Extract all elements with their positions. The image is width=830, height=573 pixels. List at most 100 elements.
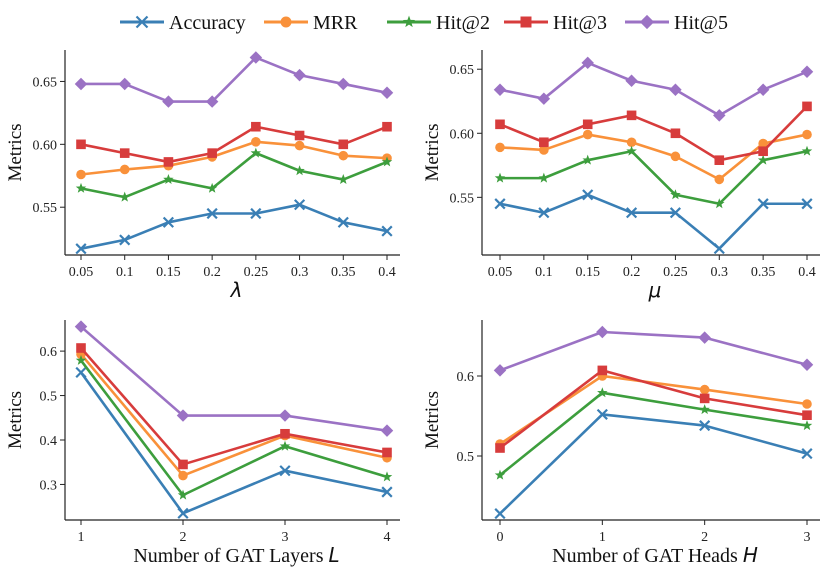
x-axis-label: μ	[648, 278, 662, 302]
data-point	[74, 77, 88, 91]
x-axis-symbol: L	[328, 543, 339, 567]
data-point	[75, 182, 87, 193]
x-tick-label: 0.05	[488, 265, 513, 280]
data-point	[176, 409, 190, 422]
data-point	[381, 486, 393, 498]
data-point	[538, 207, 550, 219]
data-point	[802, 410, 812, 420]
y-tick-label: 0.5	[457, 450, 475, 465]
data-point	[119, 148, 130, 158]
data-point	[626, 110, 637, 121]
data-point	[801, 145, 813, 156]
data-point	[294, 165, 305, 176]
data-point	[74, 320, 88, 333]
series-line	[80, 347, 388, 466]
legend-item-hit3: Hit@3	[504, 12, 607, 34]
data-point	[757, 154, 769, 165]
data-point	[294, 140, 305, 151]
x-tick-label: 1	[599, 530, 606, 545]
series-line	[79, 359, 388, 497]
diamond-icon	[639, 14, 655, 30]
data-point	[494, 172, 506, 183]
data-point	[582, 154, 593, 165]
data-point	[597, 387, 608, 398]
x-tick-label: 0.2	[623, 265, 641, 280]
x-tick-label: 0.05	[69, 265, 94, 280]
x-tick-label: 0.15	[156, 265, 181, 280]
data-point	[279, 440, 291, 451]
legend-item-hit5: Hit@5	[625, 12, 728, 34]
plot-area: 0.550.600.650.05 0.1 0.15 0.2 0.25 0.3 0.35 0.4…	[5, 50, 820, 567]
series-line	[80, 151, 388, 199]
data-point	[801, 448, 813, 460]
legend-label: Hit@3	[553, 12, 607, 34]
data-point	[669, 83, 682, 96]
data-point	[582, 189, 594, 201]
series-line	[499, 369, 808, 450]
data-point	[801, 198, 813, 210]
data-point	[581, 56, 594, 70]
data-point	[800, 358, 814, 372]
data-point	[338, 150, 349, 161]
data-point	[206, 182, 218, 193]
chart-panel-2: 0.55 0.60 0.65 0.05 0.1 0.15 0.2 0.25 0.3 0.35 0.4…	[422, 50, 820, 302]
data-point	[75, 354, 87, 365]
series-line	[80, 140, 388, 176]
data-point	[626, 145, 637, 156]
x-tick-label: 0.25	[663, 265, 688, 280]
data-point	[382, 447, 392, 458]
series-line	[499, 133, 808, 181]
y-tick-label: 0.5	[40, 390, 58, 405]
data-point	[758, 146, 768, 157]
data-point	[670, 128, 681, 139]
y-axis-label: Metrics	[422, 123, 443, 181]
data-point	[75, 366, 87, 379]
legend: Accuracy MRR Hit@2 Hit@3 Hit@5	[120, 12, 728, 34]
data-point	[699, 393, 710, 404]
data-point	[625, 207, 638, 219]
data-point	[337, 216, 349, 228]
series-accuracy	[494, 189, 813, 255]
series-mrr	[495, 129, 812, 185]
series-hit2	[494, 145, 813, 209]
data-point	[757, 198, 769, 210]
series-hit2	[494, 387, 813, 480]
data-point	[699, 384, 710, 395]
data-point	[596, 325, 609, 339]
data-point	[699, 420, 711, 432]
x-axis-label: Number of GAT Layers L	[133, 543, 339, 567]
series-line	[499, 61, 808, 117]
data-point	[380, 86, 394, 100]
data-point	[713, 243, 725, 255]
series-mrr	[76, 137, 392, 180]
data-point	[119, 234, 131, 246]
data-point	[756, 83, 770, 96]
x-tick-label: 0.35	[331, 265, 356, 280]
data-point	[495, 119, 505, 130]
legend-label: MRR	[313, 12, 358, 34]
data-point	[699, 404, 710, 415]
series-line	[80, 203, 388, 250]
x-tick-label: 0.2	[203, 265, 221, 280]
series-hit5	[493, 325, 814, 377]
legend-item-accuracy: Accuracy	[120, 12, 246, 34]
legend-label: Accuracy	[169, 12, 246, 34]
series-hit2	[75, 147, 393, 202]
data-point	[279, 465, 291, 477]
data-point	[714, 155, 725, 165]
data-point	[250, 207, 262, 220]
legend-label: Hit@2	[436, 12, 490, 34]
data-point	[119, 191, 130, 202]
y-tick-label: 0.6	[457, 370, 475, 385]
x-tick-label: 0.3	[291, 265, 309, 280]
data-point	[582, 119, 593, 130]
y-tick-label: 0.60	[450, 127, 475, 142]
data-point	[493, 364, 507, 377]
data-point	[206, 207, 218, 220]
series-line	[80, 353, 388, 477]
square-icon	[520, 16, 532, 28]
series-line	[499, 374, 808, 446]
data-point	[250, 147, 262, 158]
data-point	[626, 137, 637, 148]
